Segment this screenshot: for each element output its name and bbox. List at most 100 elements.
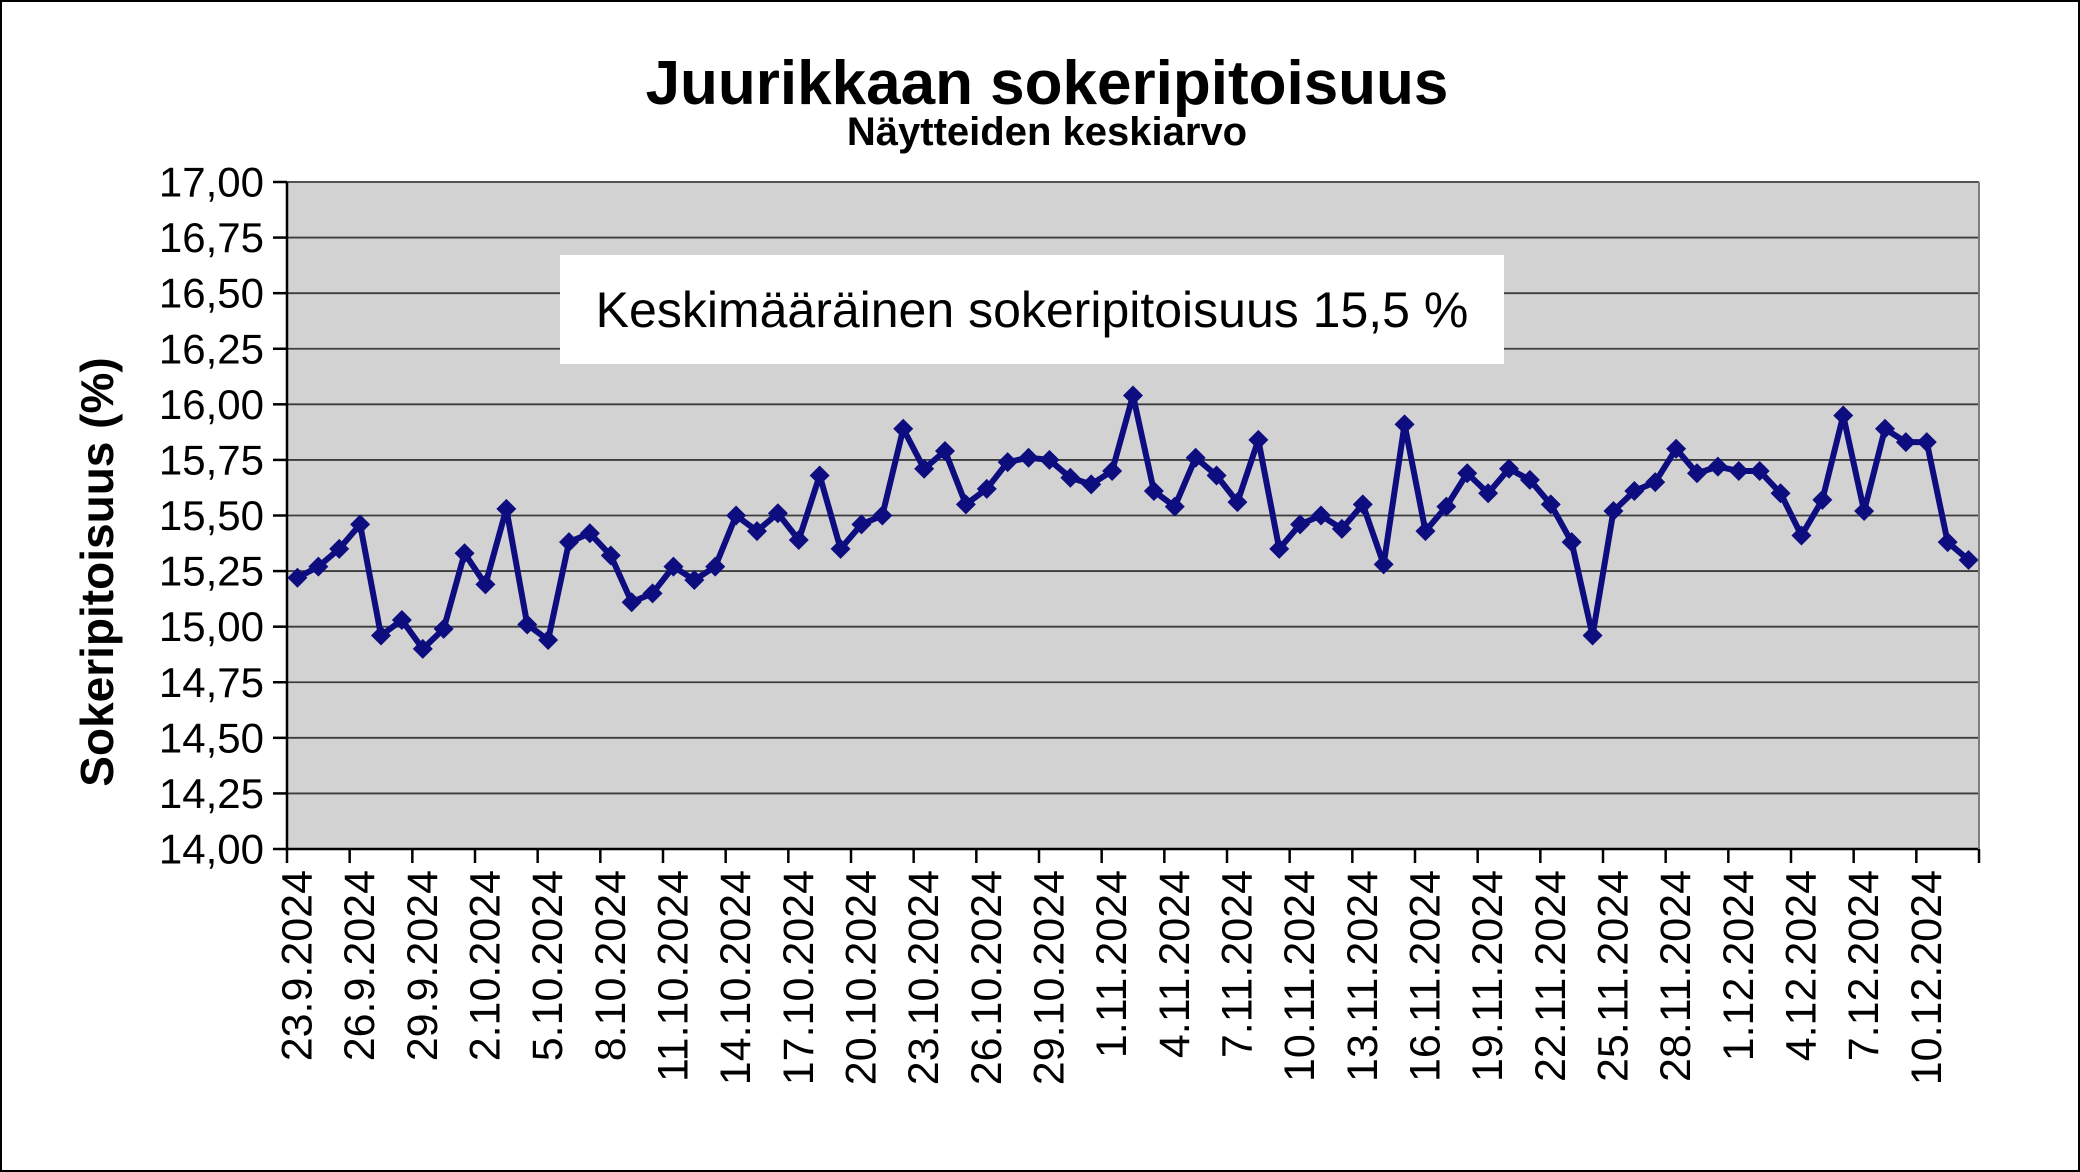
x-tick-label: 29.9.2024 <box>399 870 447 1061</box>
data-point-marker <box>329 538 350 559</box>
data-point-marker <box>1269 538 1290 559</box>
data-point-marker <box>997 452 1018 473</box>
data-point-marker <box>1749 461 1770 482</box>
data-point-marker <box>1290 514 1311 535</box>
x-tick-label: 23.10.2024 <box>900 870 948 1085</box>
data-point-marker <box>935 441 955 462</box>
data-point-marker <box>1833 405 1854 426</box>
data-point-marker <box>1937 532 1958 553</box>
data-point-marker <box>955 494 976 515</box>
data-point-marker <box>1624 481 1645 502</box>
data-point-marker <box>308 556 329 577</box>
data-point-marker <box>1331 518 1352 539</box>
y-tick-label: 14,50 <box>159 714 264 761</box>
x-tick-label: 7.12.2024 <box>1840 870 1888 1061</box>
data-point-marker <box>684 569 705 590</box>
x-tick-label: 1.12.2024 <box>1715 870 1763 1061</box>
data-point-marker <box>1143 481 1164 502</box>
data-point-marker <box>559 532 579 553</box>
x-tick-label: 16.11.2024 <box>1401 870 1449 1082</box>
data-point-marker <box>914 458 935 479</box>
data-point-marker <box>767 503 788 524</box>
data-point-marker <box>976 478 997 499</box>
x-tick-label: 8.10.2024 <box>587 870 635 1061</box>
chart-subtitle: Näytteiden keskiarvo <box>846 110 1248 154</box>
data-point-marker <box>1164 496 1185 517</box>
x-tick-label: 4.11.2024 <box>1151 870 1199 1058</box>
data-point-marker <box>1958 549 1979 570</box>
data-point-marker <box>600 545 621 566</box>
x-tick-label: 23.9.2024 <box>273 870 321 1061</box>
data-point-marker <box>1561 532 1582 553</box>
data-point-marker <box>1394 414 1415 435</box>
average-annotation-box: Keskimääräinen sokeripitoisuus 15,5 % <box>560 255 1504 364</box>
data-point-marker <box>893 418 914 439</box>
data-point-marker <box>1206 465 1227 486</box>
x-tick-label: 10.12.2024 <box>1903 870 1951 1085</box>
data-point-marker <box>1060 467 1081 488</box>
data-point-marker <box>538 630 559 651</box>
y-tick-label: 15,75 <box>159 436 264 483</box>
data-point-marker <box>663 556 684 577</box>
x-tick-label: 20.10.2024 <box>837 870 885 1085</box>
data-point-marker <box>454 543 475 564</box>
y-tick-label: 15,25 <box>159 548 264 595</box>
data-point-marker <box>726 505 747 526</box>
x-tick-label: 19.11.2024 <box>1464 870 1512 1082</box>
data-point-marker <box>1248 429 1269 450</box>
x-tick-label: 10.11.2024 <box>1276 870 1324 1082</box>
data-point-marker <box>642 583 663 604</box>
y-tick-label: 16,50 <box>159 270 264 317</box>
data-point-marker <box>1666 438 1687 459</box>
data-point-marker <box>371 625 391 646</box>
x-tick-label: 1.11.2024 <box>1088 870 1136 1058</box>
data-point-marker <box>496 498 517 519</box>
x-tick-label: 7.11.2024 <box>1213 870 1261 1058</box>
y-tick-label: 14,25 <box>159 770 264 817</box>
data-point-marker <box>579 523 600 544</box>
data-point-marker <box>1018 447 1039 468</box>
x-tick-label: 11.10.2024 <box>649 870 697 1082</box>
x-tick-label: 4.12.2024 <box>1777 870 1825 1061</box>
data-point-marker <box>350 514 371 535</box>
x-tick-label: 13.11.2024 <box>1339 870 1387 1082</box>
data-point-marker <box>475 574 496 595</box>
data-point-marker <box>830 538 851 559</box>
data-point-marker <box>1770 483 1791 504</box>
data-point-marker <box>1916 432 1937 453</box>
data-point-marker <box>1311 505 1331 526</box>
data-point-marker <box>1227 492 1248 513</box>
x-tick-label: 26.10.2024 <box>963 870 1011 1085</box>
x-tick-label: 22.11.2024 <box>1527 870 1575 1082</box>
data-point-marker <box>1687 463 1707 484</box>
data-point-marker <box>1478 483 1499 504</box>
data-point-marker <box>391 609 412 630</box>
x-tick-label: 14.10.2024 <box>712 870 760 1085</box>
data-point-marker <box>1582 625 1603 646</box>
data-point-marker <box>1875 418 1895 439</box>
y-tick-label: 15,50 <box>159 492 264 539</box>
data-point-marker <box>809 465 830 486</box>
data-point-marker <box>1123 385 1143 406</box>
y-tick-label: 15,00 <box>159 603 264 650</box>
data-point-marker <box>1707 456 1728 477</box>
data-point-marker <box>1728 461 1749 482</box>
data-point-marker <box>705 556 726 577</box>
data-point-marker <box>1540 494 1561 515</box>
data-point-marker <box>433 618 454 639</box>
x-tick-label: 26.9.2024 <box>336 870 384 1061</box>
data-point-marker <box>747 521 767 542</box>
y-tick-label: 14,00 <box>159 826 264 873</box>
y-tick-label: 16,25 <box>159 325 264 372</box>
data-point-marker <box>1415 521 1436 542</box>
data-point-marker <box>851 514 872 535</box>
data-point-marker <box>1373 554 1394 575</box>
data-point-marker <box>1645 472 1666 493</box>
x-tick-label: 5.10.2024 <box>524 870 572 1061</box>
x-tick-label: 28.11.2024 <box>1652 870 1700 1082</box>
data-point-marker <box>788 529 809 550</box>
data-point-marker <box>1102 461 1123 482</box>
data-point-marker <box>1603 501 1624 522</box>
data-point-marker <box>412 638 433 659</box>
